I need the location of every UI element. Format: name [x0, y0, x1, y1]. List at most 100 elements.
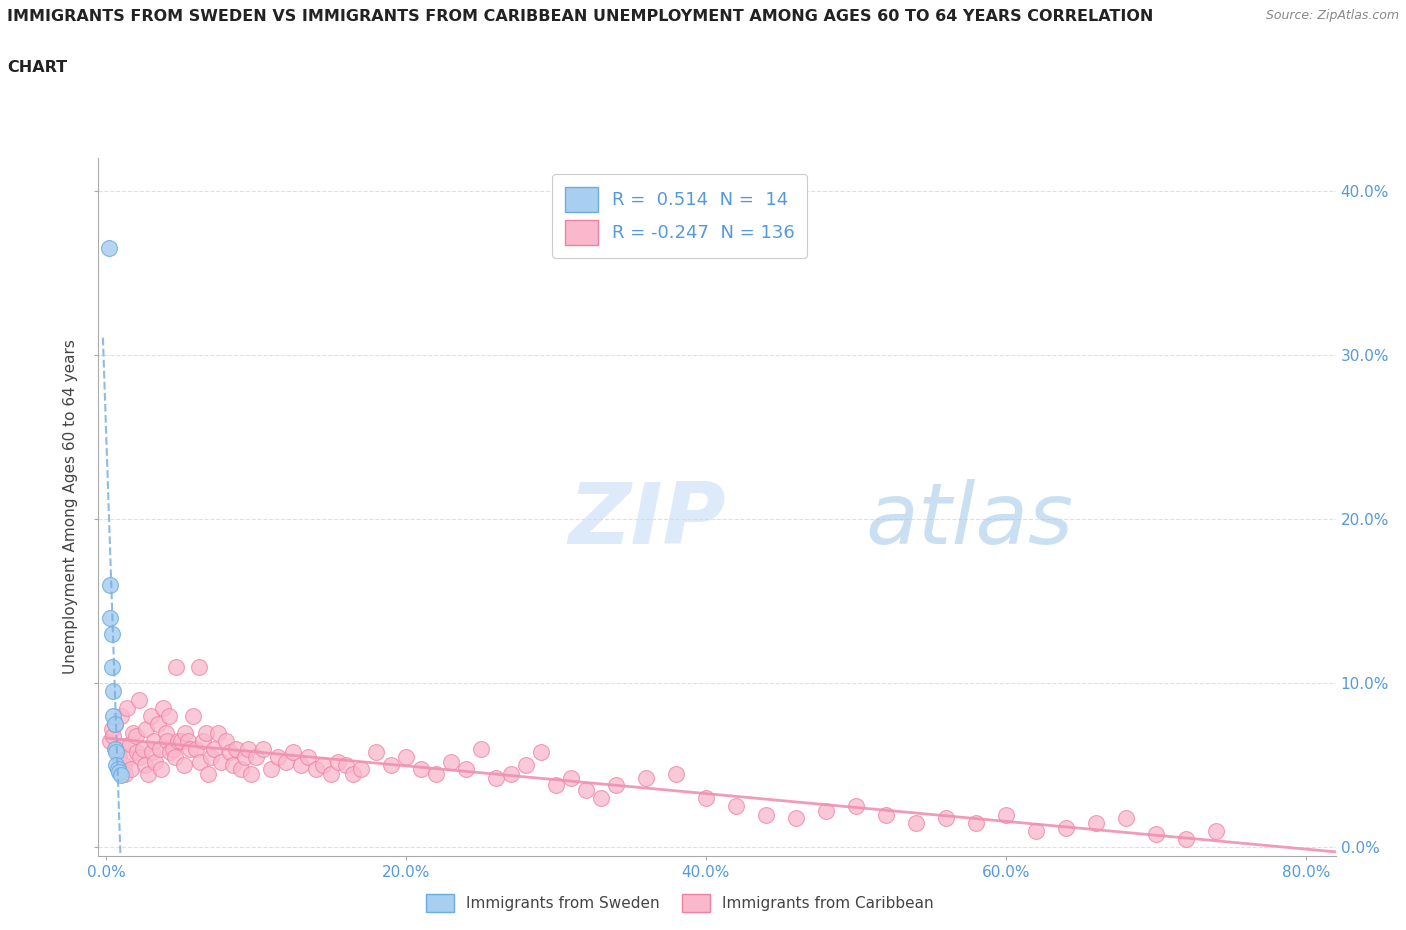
Point [181, 709, 204, 724]
Point [965, 816, 987, 830]
Point [165, 659, 187, 674]
Point [240, 766, 263, 781]
Point [129, 750, 152, 764]
Point [283, 745, 305, 760]
Point [177, 733, 200, 748]
Point [544, 777, 567, 792]
Point [127, 745, 149, 760]
Point [187, 659, 209, 674]
Point [215, 733, 238, 748]
Point [103, 709, 125, 724]
Point [328, 754, 350, 769]
Point [312, 758, 335, 773]
Point [1115, 810, 1137, 825]
Point [245, 750, 267, 764]
Point [209, 754, 232, 769]
Point [342, 766, 364, 781]
Point [110, 709, 132, 724]
Point [108, 750, 131, 764]
Point [935, 810, 957, 825]
Point [141, 745, 163, 760]
Point [364, 745, 387, 760]
Point [122, 725, 145, 740]
Point [184, 741, 207, 756]
Point [139, 709, 162, 724]
Point [152, 700, 174, 715]
Point [112, 758, 135, 773]
Point [193, 733, 215, 748]
Point [145, 754, 167, 769]
Point [115, 700, 138, 715]
Point [105, 745, 128, 760]
Point [149, 741, 172, 756]
Point [454, 761, 477, 776]
Point [200, 750, 222, 764]
Point [485, 771, 508, 786]
Point [589, 790, 612, 805]
Point [173, 758, 195, 773]
Text: ZIP: ZIP [568, 479, 727, 563]
Point [125, 728, 148, 743]
Point [380, 758, 402, 773]
Point [195, 725, 218, 740]
Point [297, 750, 319, 764]
Point [101, 659, 124, 674]
Text: IMMIGRANTS FROM SWEDEN VS IMMIGRANTS FROM CARIBBEAN UNEMPLOYMENT AMONG AGES 60 T: IMMIGRANTS FROM SWEDEN VS IMMIGRANTS FRO… [7, 9, 1153, 24]
Point [136, 766, 159, 781]
Y-axis label: Unemployment Among Ages 60 to 64 years: Unemployment Among Ages 60 to 64 years [63, 339, 79, 674]
Point [229, 761, 252, 776]
Point [994, 807, 1017, 822]
Point [150, 761, 173, 776]
Point [222, 758, 245, 773]
Point [103, 684, 125, 699]
Point [409, 761, 432, 776]
Point [605, 777, 627, 792]
Point [117, 750, 139, 764]
Legend: Immigrants from Sweden, Immigrants from Caribbean: Immigrants from Sweden, Immigrants from … [420, 888, 939, 918]
Point [97, 241, 120, 256]
Point [274, 754, 297, 769]
Point [335, 758, 357, 773]
Point [785, 810, 807, 825]
Point [252, 741, 274, 756]
Point [104, 717, 127, 732]
Point [170, 733, 193, 748]
Point [142, 733, 165, 748]
Point [1144, 827, 1167, 842]
Point [290, 758, 312, 773]
Point [260, 761, 283, 776]
Point [530, 745, 553, 760]
Point [120, 761, 142, 776]
Point [695, 790, 717, 805]
Point [225, 741, 247, 756]
Point [395, 750, 418, 764]
Point [118, 737, 141, 751]
Point [207, 725, 229, 740]
Text: Source: ZipAtlas.com: Source: ZipAtlas.com [1265, 9, 1399, 22]
Point [1025, 824, 1047, 839]
Point [162, 741, 184, 756]
Point [134, 758, 156, 773]
Point [1205, 824, 1227, 839]
Point [104, 717, 127, 732]
Point [135, 722, 157, 737]
Point [904, 816, 927, 830]
Point [755, 807, 778, 822]
Point [148, 717, 170, 732]
Point [202, 741, 225, 756]
Point [499, 766, 522, 781]
Point [440, 754, 463, 769]
Point [1174, 831, 1197, 846]
Text: CHART: CHART [7, 60, 67, 75]
Point [100, 610, 122, 625]
Point [163, 750, 186, 764]
Point [634, 771, 657, 786]
Point [100, 733, 122, 748]
Point [155, 725, 177, 740]
Point [107, 761, 129, 776]
Point [100, 578, 122, 592]
Point [814, 804, 837, 818]
Point [515, 758, 537, 773]
Point [156, 733, 179, 748]
Point [174, 725, 197, 740]
